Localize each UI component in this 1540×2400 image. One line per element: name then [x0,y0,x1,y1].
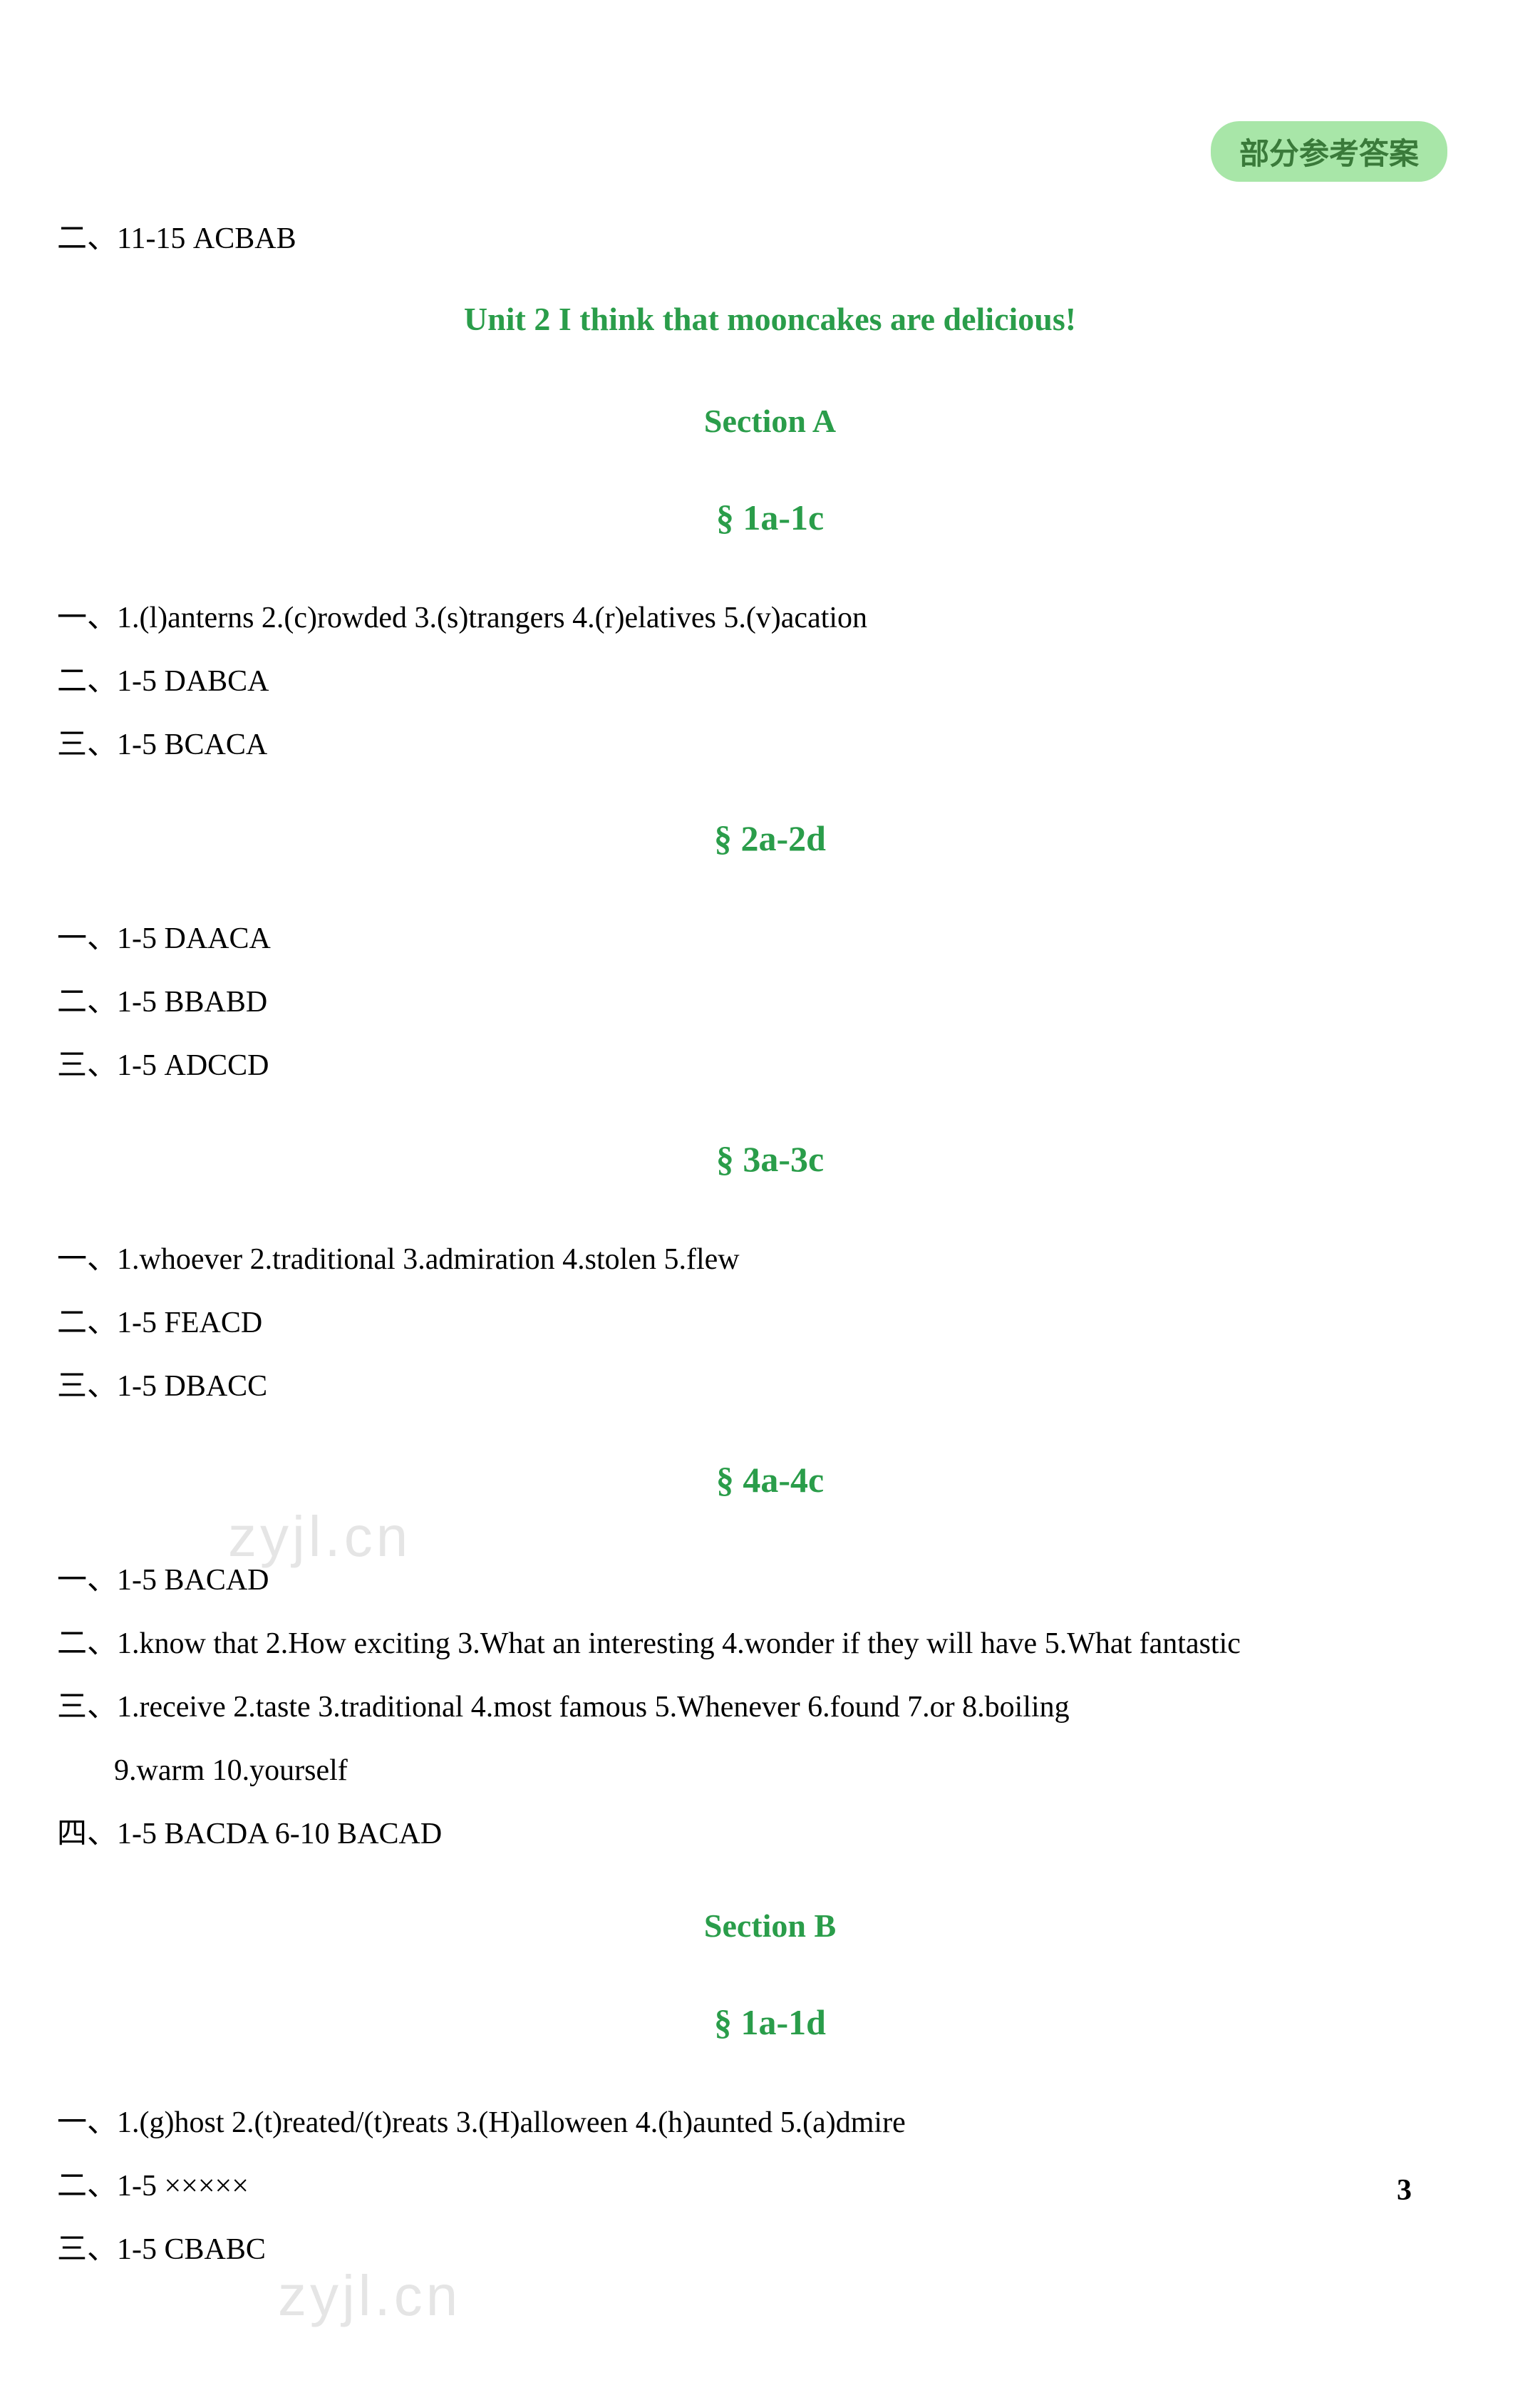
answer-line: 三、1-5 BCACA [57,715,1483,775]
answer-line: 二、1.know that 2.How exciting 3.What an i… [57,1614,1483,1674]
subsection-4a4c-answers: 一、1-5 BACAD 二、1.know that 2.How exciting… [57,1550,1483,1864]
answer-line: 二、1-5 DABCA [57,651,1483,711]
subsection-3a3c-answers: 一、1.whoever 2.traditional 3.admiration 4… [57,1230,1483,1416]
unit-title: Unit 2 I think that mooncakes are delici… [57,300,1483,338]
answer-line: 二、1-5 ××××× [57,2156,1483,2216]
answer-line: 三、1-5 ADCCD [57,1036,1483,1096]
subsection-4a4c-title: § 4a-4c [57,1459,1483,1500]
section-a-title: Section A [57,402,1483,440]
continuation-answer: 二、11-15 ACBAB [57,214,1483,257]
section-b-title: Section B [57,1907,1483,1945]
subsection-2a2d-answers: 一、1-5 DAACA 二、1-5 BBABD 三、1-5 ADCCD [57,909,1483,1096]
page-number: 3 [1397,2173,1412,2208]
answer-line: 二、1-5 FEACD [57,1293,1483,1353]
subsection-1a1c-title: § 1a-1c [57,497,1483,538]
answer-line: 一、1-5 BACAD [57,1550,1483,1610]
answer-line: 二、1-5 BBABD [57,972,1483,1032]
subsection-2a2d-title: § 2a-2d [57,818,1483,859]
answer-line: 三、1-5 DBACC [57,1356,1483,1416]
subsection-1a1d-title: § 1a-1d [57,2002,1483,2043]
answer-line: 四、1-5 BACDA 6-10 BACAD [57,1804,1483,1864]
answer-line: 三、1.receive 2.taste 3.traditional 4.most… [57,1677,1483,1737]
subsection-1a1d-answers: 一、1.(g)host 2.(t)reated/(t)reats 3.(H)al… [57,2093,1483,2280]
answer-line: 9.warm 10.yourself [57,1741,1483,1801]
answer-line: 三、1-5 CBABC [57,2220,1483,2280]
subsection-3a3c-title: § 3a-3c [57,1138,1483,1180]
answer-line: 一、1-5 DAACA [57,909,1483,969]
answer-line: 一、1.(l)anterns 2.(c)rowded 3.(s)trangers… [57,588,1483,648]
answer-line: 一、1.whoever 2.traditional 3.admiration 4… [57,1230,1483,1289]
subsection-1a1c-answers: 一、1.(l)anterns 2.(c)rowded 3.(s)trangers… [57,588,1483,775]
answer-key-badge: 部分参考答案 [1211,121,1447,182]
answer-line: 一、1.(g)host 2.(t)reated/(t)reats 3.(H)al… [57,2093,1483,2153]
